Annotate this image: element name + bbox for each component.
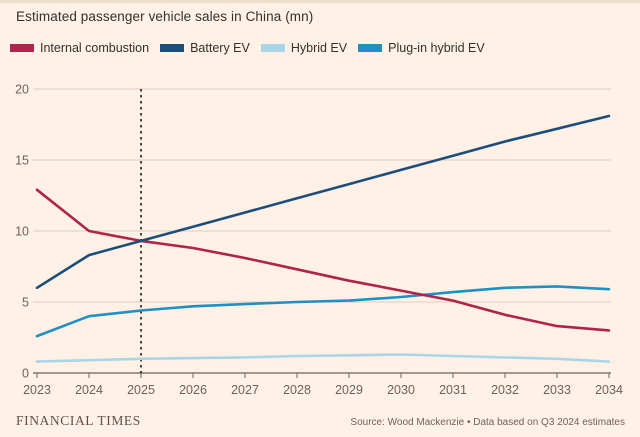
x-tick-label: 2029 <box>335 383 363 397</box>
x-tick-label: 2025 <box>127 383 155 397</box>
x-tick-label: 2031 <box>439 383 467 397</box>
footer: FINANCIAL TIMES Source: Wood Mackenzie •… <box>0 413 640 429</box>
y-tick-label: 0 <box>22 367 29 381</box>
legend-label: Plug-in hybrid EV <box>388 41 485 55</box>
legend-item-hybrid-ev: Hybrid EV <box>260 41 348 55</box>
legend-item-internal-combustion: Internal combustion <box>10 41 149 55</box>
ft-logo-text: FINANCIAL TIMES <box>16 413 141 428</box>
x-tick-label: 2028 <box>283 383 311 397</box>
x-tick-label: 2034 <box>595 383 623 397</box>
legend: Internal combustion Battery EV Hybrid EV Pl… <box>10 41 485 55</box>
chart-title: Estimated passenger vehicle sales in Chi… <box>16 9 314 24</box>
legend-swatch <box>160 44 185 52</box>
x-tick-label: 2026 <box>179 383 207 397</box>
source-note: Source: Wood Mackenzie • Data based on Q… <box>350 417 625 428</box>
y-tick-label: 15 <box>15 154 29 168</box>
series-line-battery-ev <box>35 114 611 290</box>
x-tick-label: 2033 <box>543 383 571 397</box>
legend-label: Internal combustion <box>40 41 150 55</box>
y-tick-label: 10 <box>15 225 29 239</box>
x-tick-label: 2030 <box>387 383 415 397</box>
legend-swatch <box>358 44 383 52</box>
y-tick-label: 20 <box>15 83 29 97</box>
legend-item-plug-in-hybrid-ev: Plug-in hybrid EV <box>358 41 485 55</box>
x-tick-label: 2023 <box>23 383 51 397</box>
legend-item-battery-ev: Battery EV <box>160 41 250 55</box>
top-border <box>0 0 640 3</box>
series-line-internal-combustion <box>35 188 611 332</box>
x-tick-label: 2032 <box>491 383 519 397</box>
legend-swatch <box>10 44 34 52</box>
series-line-hybrid-ev <box>35 353 611 363</box>
legend-label: Battery EV <box>190 41 250 55</box>
x-tick-label: 2024 <box>75 383 103 397</box>
chart-canvas: 0 5 10 15 20 2023 2024 2025 2026 2027 2028 2029 2030… <box>15 83 623 398</box>
y-tick-label: 5 <box>22 296 29 310</box>
legend-label: Hybrid EV <box>290 41 348 55</box>
legend-swatch <box>260 44 285 52</box>
x-tick-label: 2027 <box>231 383 259 397</box>
series-line-plug-in-hybrid-ev <box>35 285 611 338</box>
